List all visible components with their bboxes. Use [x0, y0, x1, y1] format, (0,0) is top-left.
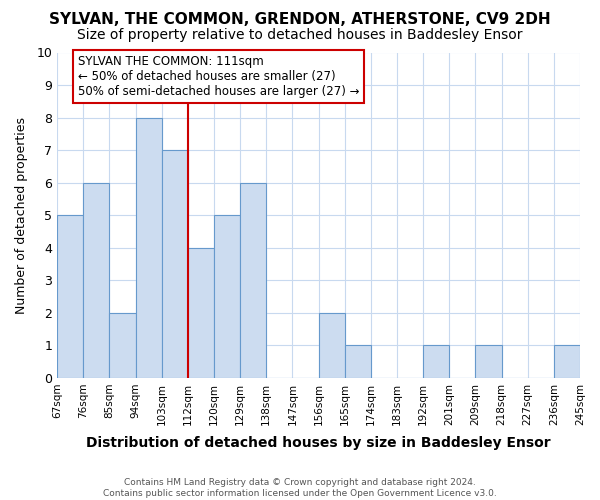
Bar	[83, 182, 109, 378]
Bar	[161, 150, 188, 378]
X-axis label: Distribution of detached houses by size in Baddesley Ensor: Distribution of detached houses by size …	[86, 436, 551, 450]
Text: SYLVAN, THE COMMON, GRENDON, ATHERSTONE, CV9 2DH: SYLVAN, THE COMMON, GRENDON, ATHERSTONE,…	[49, 12, 551, 28]
Bar	[214, 215, 240, 378]
Text: SYLVAN THE COMMON: 111sqm
← 50% of detached houses are smaller (27)
50% of semi-: SYLVAN THE COMMON: 111sqm ← 50% of detac…	[78, 55, 359, 98]
Bar	[57, 215, 83, 378]
Bar	[240, 182, 266, 378]
Bar	[188, 248, 214, 378]
Bar	[554, 346, 580, 378]
Text: Size of property relative to detached houses in Baddesley Ensor: Size of property relative to detached ho…	[77, 28, 523, 42]
Bar	[475, 346, 502, 378]
Bar	[109, 313, 136, 378]
Bar	[344, 346, 371, 378]
Text: Contains HM Land Registry data © Crown copyright and database right 2024.
Contai: Contains HM Land Registry data © Crown c…	[103, 478, 497, 498]
Bar	[423, 346, 449, 378]
Bar	[136, 118, 161, 378]
Bar	[319, 313, 344, 378]
Y-axis label: Number of detached properties: Number of detached properties	[15, 116, 28, 314]
